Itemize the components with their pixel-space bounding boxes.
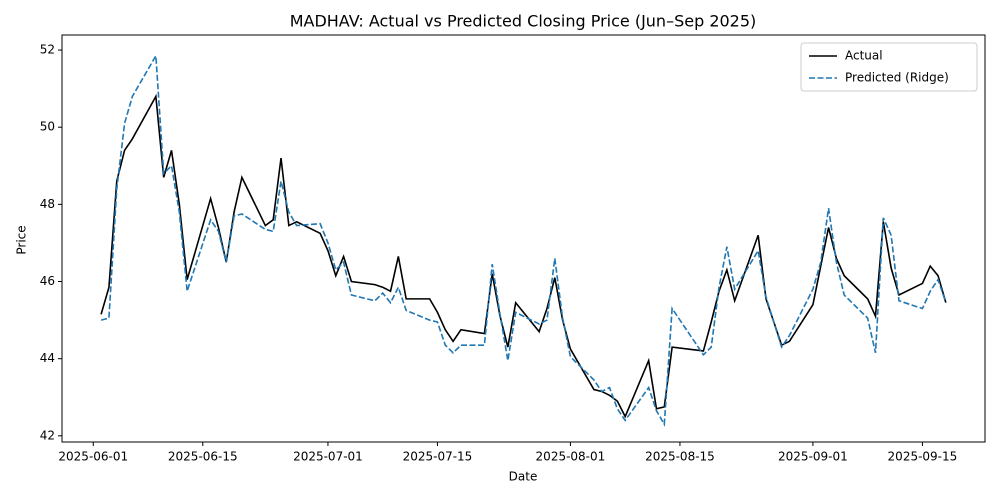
legend: Actual Predicted (Ridge): [800, 42, 978, 92]
series-line: [100, 93, 947, 419]
series-line: [100, 53, 947, 427]
x-tick-label: 2025-07-01: [293, 450, 363, 464]
y-tick-label: 42: [40, 428, 55, 442]
x-tick-label: 2025-06-01: [58, 450, 128, 464]
legend-label: Actual: [845, 49, 883, 63]
y-tick-label: 44: [40, 351, 55, 365]
x-tick-label: 2025-07-15: [403, 450, 473, 464]
plot-frame: [61, 34, 986, 443]
x-tick-label: 2025-09-01: [778, 450, 848, 464]
x-tick-label: 2025-06-15: [168, 450, 238, 464]
y-tick-label: 46: [40, 274, 55, 288]
legend-box: [800, 42, 978, 92]
x-axis-label: Date: [509, 470, 538, 484]
y-tick-label: 50: [40, 120, 55, 134]
legend-label: Predicted (Ridge): [845, 71, 949, 85]
x-tick-label: 2025-09-15: [888, 450, 958, 464]
chart-title: MADHAV: Actual vs Predicted Closing Pric…: [290, 12, 757, 31]
y-tick-label: 48: [40, 197, 55, 211]
y-axis-label: Price: [15, 225, 29, 254]
y-tick-label: 52: [40, 43, 55, 57]
x-tick-label: 2025-08-01: [536, 450, 606, 464]
x-tick-label: 2025-08-15: [645, 450, 715, 464]
